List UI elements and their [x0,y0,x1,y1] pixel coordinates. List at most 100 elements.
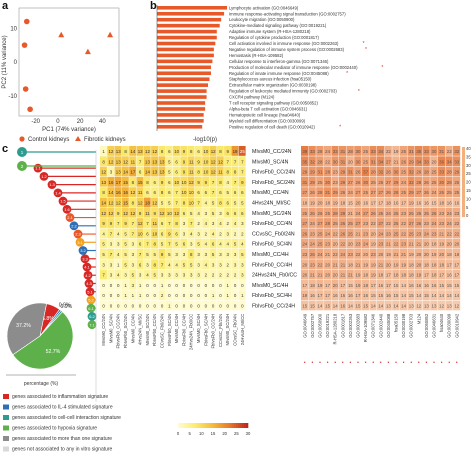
colorbar-segment [198,423,201,428]
heatmap-column-label: MIvsM0_SC/4H [196,314,201,343]
heatmap-cell-value: 25 [363,159,368,164]
heatmap-cell [100,269,107,280]
heatmap-cell [136,228,144,239]
pca-x-tick: 0 [56,119,60,125]
heatmap-cell-value: 12 [189,180,194,185]
heatmap-cell [238,207,246,218]
heatmap-cell [407,156,415,167]
heatmap-cell-value: 33 [333,149,338,154]
heatmap-cell [308,228,316,239]
heatmap-cell [158,290,166,300]
heatmap-cell [361,300,369,311]
heatmap-cell [158,218,166,228]
heatmap-cell-value: 19 [401,262,406,267]
heatmap-cell-value: 11 [189,170,194,175]
heatmap-cell [121,259,129,270]
heatmap-cell-value: 5 [241,201,244,206]
heatmap-cell [165,207,173,218]
heatmap-cell-value: 27 [378,190,383,195]
heatmap-cell-value: 25 [454,180,459,185]
heatmap-cell-value: 23 [310,231,315,236]
pie-x-label: percentage (%) [24,381,59,387]
heatmap-cell-value: 9 [183,149,186,154]
heatmap-cell [430,259,438,270]
heatmap-cell-value: 25 [302,211,307,216]
column-marker-icon: • [418,360,420,366]
right-scale-tick: 40 [466,146,471,151]
heatmap-cell-value: 20 [325,262,330,267]
heatmap-cell-value: 3 [212,262,215,267]
heatmap-cell-value: 24 [302,242,307,247]
heatmap-cell [323,269,331,280]
heatmap-cell-value: 5 [190,262,193,267]
heatmap-cell [129,228,137,239]
heatmap-cell-value: 12 [130,211,135,216]
lollipop-label: 5.1 [87,289,93,294]
heatmap-cell [415,218,423,228]
heatmap-cell [173,259,180,270]
heatmap-cell [377,218,385,228]
heatmap-cell [369,166,377,177]
heatmap-cell [308,300,316,311]
right-scale-tick: 15 [466,188,471,193]
heatmap-cell-value: 5 [212,201,215,206]
lollipop-label: 2.3 [75,232,81,237]
colorbar-segment [238,423,241,428]
heatmap-cell [346,290,354,300]
pca-x-tick: 20 [77,119,84,125]
heatmap-cell [231,156,239,167]
heatmap-cell-value: 16 [340,293,345,298]
column-marker-icon: • [334,360,336,366]
heatmap-cell [187,156,195,167]
heatmap-cell-value: 22 [447,149,452,154]
heatmap-cell-value: 12 [211,170,216,175]
heatmap-cell-value: 0 [205,283,208,288]
heatmap-cell [143,156,151,167]
heatmap-cell [194,146,202,156]
heatmap-cell-value: 25 [378,211,383,216]
heatmap-cell [107,269,115,280]
heatmap-cell [187,187,195,197]
heatmap-cell [445,279,453,290]
heatmap-cell [158,156,166,167]
enrichment-bar [157,23,220,28]
heatmap-cell-value: 2 [219,273,222,278]
heatmap-cell [415,238,423,249]
heatmap-cell-value: 33 [424,149,429,154]
lollipop-node [47,180,57,190]
pie-legend-label: genes associated to hypoxia signature [12,426,97,432]
enrichment-bar [157,119,204,123]
heatmap-cell-value: 15 [371,293,376,298]
heatmap-cell [129,269,137,280]
heatmap-cell-value: 22 [401,221,406,226]
heatmap-cell [136,166,144,177]
pie-slice-label: 0.9% [59,302,71,308]
heatmap-cell-value: 21 [394,159,399,164]
colorbar-segment [196,423,199,428]
heatmap-cell [384,166,392,177]
heatmap-cell-value: 6 [154,180,157,185]
heatmap-cell-value: 10 [203,159,208,164]
heatmap-cell-value: 5 [168,201,171,206]
heatmap-cell-value: 29 [340,211,345,216]
heatmap-cell-value: 16 [363,293,368,298]
lollipop-node [17,147,27,157]
heatmap-cell-value: 25 [325,211,330,216]
heatmap-cell-value: 0 [117,293,120,298]
heatmap-cell [114,156,122,167]
heatmap-cell [453,259,461,270]
heatmap-cell [231,300,239,311]
heatmap-cell [308,146,316,156]
heatmap-cell [301,156,309,167]
heatmap-cell-value: 8 [190,252,193,257]
heatmap-cell [369,156,377,167]
heatmap-cell [331,269,339,280]
colorbar-segment [194,423,197,428]
heatmap-cell-value: 0 [110,293,113,298]
heatmap-cell [384,218,392,228]
heatmap-cell-value: 16 [333,293,338,298]
heatmap-cell-value: 1 [168,304,171,309]
lollipop-node [69,221,79,231]
heatmap-cell [100,156,107,167]
